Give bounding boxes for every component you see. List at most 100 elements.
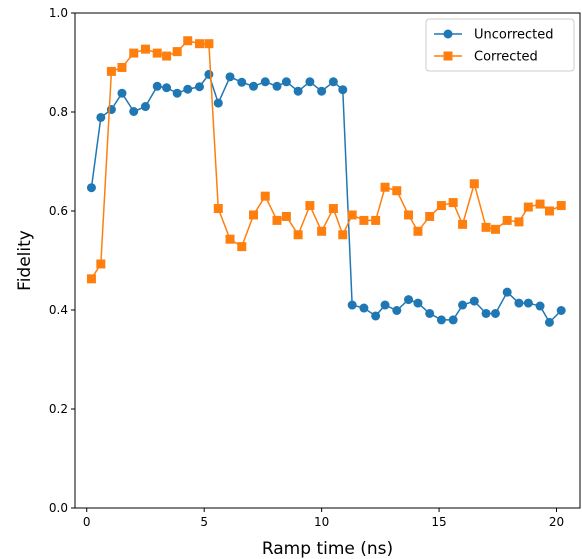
- data-point: [152, 81, 162, 91]
- data-point: [106, 66, 116, 76]
- data-point: [392, 186, 402, 196]
- data-point: [317, 86, 327, 96]
- data-point: [502, 287, 512, 297]
- x-axis-ticks: 0 5 10 15 20: [83, 508, 564, 529]
- y-tick-label: 1.0: [49, 6, 68, 20]
- data-point: [162, 51, 172, 61]
- data-point: [129, 107, 139, 117]
- data-point: [448, 315, 458, 325]
- data-point: [490, 224, 500, 234]
- data-point: [371, 215, 381, 225]
- data-point: [556, 201, 566, 211]
- data-point: [204, 39, 214, 49]
- data-point: [436, 201, 446, 211]
- data-point: [172, 47, 182, 57]
- series-layer: [86, 36, 566, 327]
- data-point: [458, 300, 468, 310]
- data-point: [260, 77, 270, 87]
- legend-marker: [443, 29, 453, 39]
- x-tick-label: 5: [200, 515, 208, 529]
- data-point: [347, 300, 357, 310]
- data-point: [249, 81, 259, 91]
- data-point: [380, 182, 390, 192]
- data-point: [359, 215, 369, 225]
- data-point: [225, 234, 235, 244]
- y-tick-label: 0.2: [49, 402, 68, 416]
- data-point: [404, 210, 414, 220]
- data-point: [237, 77, 247, 87]
- data-point: [413, 226, 423, 236]
- data-point: [129, 48, 139, 58]
- data-point: [194, 39, 204, 49]
- legend-marker: [443, 51, 453, 61]
- data-point: [317, 226, 327, 236]
- data-point: [183, 36, 193, 46]
- data-point: [523, 298, 533, 308]
- data-point: [237, 242, 247, 252]
- data-point: [140, 44, 150, 54]
- plot-area-frame: [74, 12, 581, 509]
- legend-item-corrected: Corrected: [434, 50, 538, 65]
- data-point: [535, 199, 545, 209]
- data-point: [413, 298, 423, 308]
- data-point: [514, 217, 524, 227]
- data-point: [392, 305, 402, 315]
- legend: Uncorrected Corrected: [425, 18, 575, 72]
- data-point: [481, 222, 491, 232]
- data-point: [328, 77, 338, 87]
- data-point: [213, 98, 223, 108]
- data-point: [172, 88, 182, 98]
- data-point: [204, 69, 214, 79]
- data-point: [249, 210, 259, 220]
- data-point: [106, 105, 116, 115]
- data-point: [260, 191, 270, 201]
- data-point: [183, 84, 193, 94]
- data-point: [469, 179, 479, 189]
- data-point: [425, 211, 435, 221]
- data-point: [281, 211, 291, 221]
- data-point: [194, 82, 204, 92]
- y-axis-ticks: 0.0 0.2 0.4 0.6 0.8 1.0: [49, 6, 75, 515]
- x-tick-label: 10: [314, 515, 329, 529]
- data-point: [96, 259, 106, 269]
- x-tick-label: 0: [83, 515, 91, 529]
- legend-box: [425, 18, 575, 72]
- data-point: [425, 308, 435, 318]
- legend-item-uncorrected: Uncorrected: [434, 28, 554, 43]
- data-point: [305, 77, 315, 87]
- legend-label: Corrected: [474, 50, 538, 65]
- data-point: [152, 48, 162, 58]
- data-point: [86, 183, 96, 193]
- data-point: [338, 85, 348, 95]
- y-axis-label: Fidelity: [15, 230, 35, 291]
- data-point: [458, 219, 468, 229]
- y-tick-label: 0.8: [49, 105, 68, 119]
- data-point: [272, 81, 282, 91]
- y-tick-label: 0.6: [49, 204, 68, 218]
- data-point: [502, 215, 512, 225]
- data-point: [448, 198, 458, 208]
- data-point: [140, 102, 150, 112]
- data-point: [347, 210, 357, 220]
- data-point: [293, 230, 303, 240]
- data-point: [544, 317, 554, 327]
- data-point: [469, 296, 479, 306]
- data-point: [481, 308, 491, 318]
- data-point: [359, 303, 369, 313]
- data-point: [514, 298, 524, 308]
- data-point: [117, 88, 127, 98]
- y-tick-label: 0.0: [49, 501, 68, 515]
- y-tick-label: 0.4: [49, 303, 68, 317]
- series-uncorrected: [86, 69, 566, 327]
- data-point: [490, 308, 500, 318]
- data-point: [556, 305, 566, 315]
- data-point: [328, 204, 338, 214]
- x-axis-label: Ramp time (ns): [262, 539, 393, 559]
- data-point: [404, 295, 414, 305]
- data-point: [272, 215, 282, 225]
- x-tick-label: 20: [549, 515, 564, 529]
- data-point: [96, 112, 106, 122]
- data-point: [371, 311, 381, 321]
- legend-label: Uncorrected: [474, 28, 554, 43]
